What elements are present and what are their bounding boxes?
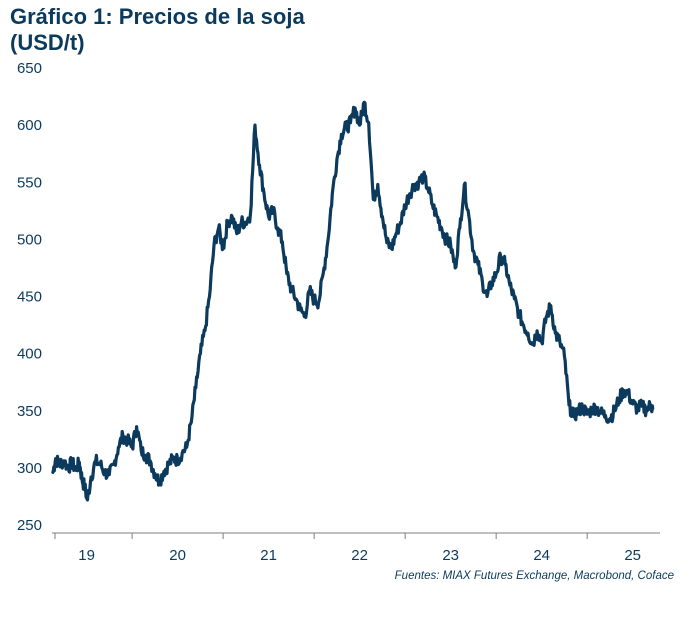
x-tick-label: 22 xyxy=(351,547,368,564)
x-tick-label: 25 xyxy=(624,547,641,564)
soy-price-series-line xyxy=(51,100,655,502)
y-tick-label: 250 xyxy=(17,517,42,534)
x-tick-label: 21 xyxy=(260,547,277,564)
y-tick-label: 450 xyxy=(17,289,42,306)
y-tick-label: 350 xyxy=(17,403,42,420)
chart-title-line-2: (USD/t) xyxy=(10,30,85,55)
y-tick-label: 500 xyxy=(17,231,42,248)
y-tick-label: 550 xyxy=(17,174,42,191)
y-tick-label: 600 xyxy=(17,117,42,134)
chart-title: Gráfico 1: Precios de la soja (USD/t) xyxy=(10,4,510,56)
x-tick-label: 23 xyxy=(442,547,459,564)
y-tick-label: 300 xyxy=(17,460,42,477)
x-tick-label: 20 xyxy=(169,547,186,564)
y-tick-label: 650 xyxy=(17,60,42,77)
x-tick-label: 19 xyxy=(78,547,95,564)
x-tick-label: 24 xyxy=(533,547,550,564)
chart-title-line-1: Gráfico 1: Precios de la soja xyxy=(10,4,305,29)
y-tick-label: 400 xyxy=(17,346,42,363)
source-note: Fuentes: MIAX Futures Exchange, Macrobon… xyxy=(394,570,674,582)
